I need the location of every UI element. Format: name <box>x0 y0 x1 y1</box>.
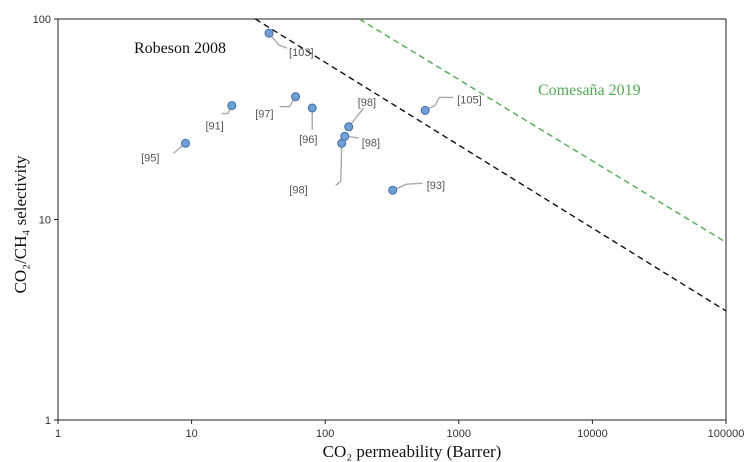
data-point <box>344 122 354 132</box>
y-axis-title: CO₂/CH₄ selectivity <box>11 155 30 293</box>
data-point <box>180 138 190 148</box>
data-point <box>264 28 274 38</box>
plot-axes: 1 10 100 1000 10000 100000 1 10 100 <box>33 14 745 440</box>
point-label: [91] <box>205 121 223 133</box>
data-point <box>388 185 398 195</box>
x-tick-label: 1000 <box>447 428 471 440</box>
annotation-leader <box>335 143 343 186</box>
x-tick-label: 100000 <box>708 428 745 440</box>
limit-line <box>358 18 727 243</box>
annotation-leader <box>268 32 288 49</box>
data-point <box>420 105 430 115</box>
point-label: [97] <box>255 109 273 121</box>
y-tick-label: 100 <box>33 14 51 26</box>
limit-line <box>254 18 727 312</box>
annotation-leader <box>392 182 423 191</box>
annotation-leader <box>424 96 454 112</box>
point-label: [103] <box>289 47 313 59</box>
point-label: [98] <box>358 97 376 109</box>
y-tick-label: 10 <box>39 215 51 227</box>
point-label: [105] <box>457 94 481 106</box>
x-tick-label: 1 <box>55 428 61 440</box>
data-point <box>227 101 237 111</box>
point-label: [95] <box>141 152 159 164</box>
y-tick-label: 1 <box>45 415 51 427</box>
point-label: [93] <box>427 180 445 192</box>
x-axis-title: CO₂ permeability (Barrer) <box>323 442 502 461</box>
limit-line-label: Robeson 2008 <box>134 40 226 57</box>
data-point <box>340 131 350 141</box>
point-label: [98] <box>289 184 307 196</box>
point-annotations: [95] [91] [103] [97] [96] [98] [98] [98] [93] [10… <box>141 32 482 196</box>
data-points <box>180 28 430 195</box>
x-tick-label: 100 <box>316 428 334 440</box>
data-point <box>291 92 301 102</box>
point-label: [96] <box>299 134 317 146</box>
limit-lines: Robeson 2008 Comesaña 2019 <box>134 18 727 312</box>
limit-line-label: Comesaña 2019 <box>538 82 641 99</box>
x-tick-label: 10000 <box>577 428 608 440</box>
x-tick-label: 10 <box>185 428 197 440</box>
data-point <box>307 103 317 113</box>
point-label: [98] <box>362 137 380 149</box>
